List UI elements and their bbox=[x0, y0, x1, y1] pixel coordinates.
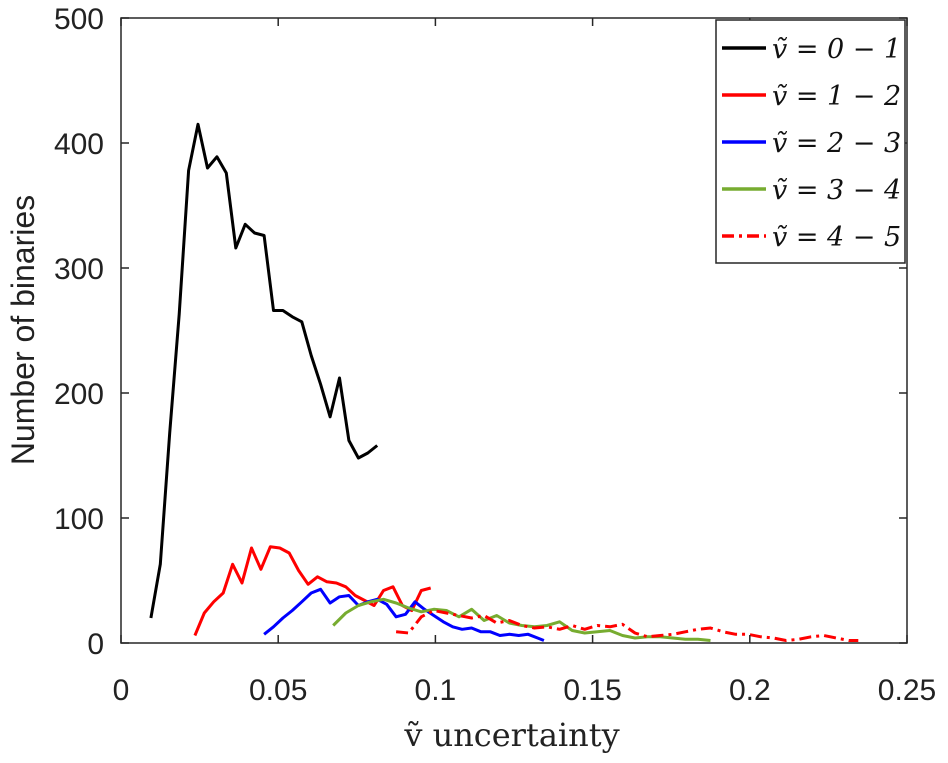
series-layer bbox=[149, 122, 859, 642]
y-tick-label: 200 bbox=[54, 378, 104, 411]
x-tick-label: 0.2 bbox=[729, 674, 771, 707]
x-tick-label: 0.1 bbox=[415, 674, 457, 707]
x-tick-label: 0 bbox=[113, 674, 130, 707]
series-line-2 bbox=[193, 545, 432, 637]
x-tick-label: 0.15 bbox=[563, 674, 621, 707]
y-tick-label: 500 bbox=[54, 3, 104, 36]
series-line-3 bbox=[263, 587, 545, 642]
series-line-1 bbox=[149, 122, 379, 619]
series-line-4 bbox=[332, 597, 711, 642]
ticks-layer: 0 0.05 0.1 0.15 0.2 0.25 0 100 200 300 400 500 bbox=[54, 3, 936, 707]
series-line-5 bbox=[395, 609, 859, 642]
x-axis-label: ṽ uncertainty bbox=[403, 716, 619, 754]
y-tick-label: 400 bbox=[54, 128, 104, 161]
legend-entry-5: ṽ = 4 − 5 bbox=[772, 222, 901, 253]
legend-entry-4: ṽ = 3 − 4 bbox=[772, 175, 901, 206]
y-tick-label: 300 bbox=[54, 253, 104, 286]
legend-entry-3: ṽ = 2 − 3 bbox=[772, 128, 901, 159]
y-tick-label: 0 bbox=[87, 628, 104, 661]
plot-frame bbox=[120, 17, 908, 644]
y-axis-label: Number of binaries bbox=[5, 195, 41, 465]
legend: ṽ = 0 − 1 ṽ = 1 − 2 ṽ = 2 − 3 ṽ = 3 − 4 ṽ = … bbox=[715, 19, 906, 264]
x-tick-label: 0.25 bbox=[878, 674, 936, 707]
y-tick-label: 100 bbox=[54, 503, 104, 536]
legend-entry-1: ṽ = 0 − 1 bbox=[772, 34, 901, 65]
legend-entry-2: ṽ = 1 − 2 bbox=[772, 81, 901, 112]
x-tick-label: 0.05 bbox=[249, 674, 307, 707]
